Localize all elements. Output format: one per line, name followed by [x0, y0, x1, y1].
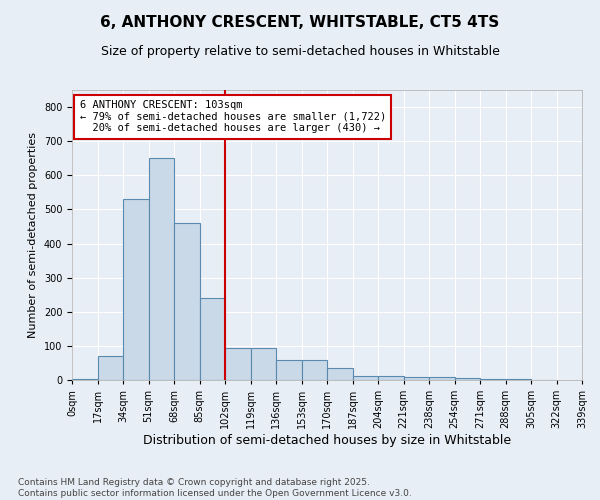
Bar [404, 376, 429, 380]
Bar [72, 379, 97, 380]
Text: Size of property relative to semi-detached houses in Whitstable: Size of property relative to semi-detach… [101, 45, 499, 58]
Bar [429, 378, 455, 380]
Bar [327, 368, 353, 380]
Text: Contains HM Land Registry data © Crown copyright and database right 2025.
Contai: Contains HM Land Registry data © Crown c… [18, 478, 412, 498]
Bar [480, 379, 505, 380]
Bar [455, 378, 480, 380]
Bar [251, 348, 276, 380]
Y-axis label: Number of semi-detached properties: Number of semi-detached properties [28, 132, 38, 338]
Bar [149, 158, 174, 380]
Bar [378, 376, 404, 380]
Text: 6, ANTHONY CRESCENT, WHITSTABLE, CT5 4TS: 6, ANTHONY CRESCENT, WHITSTABLE, CT5 4TS [100, 15, 500, 30]
Bar [353, 376, 378, 380]
X-axis label: Distribution of semi-detached houses by size in Whitstable: Distribution of semi-detached houses by … [143, 434, 511, 447]
Bar [276, 360, 302, 380]
Bar [123, 199, 149, 380]
Bar [174, 223, 199, 380]
Text: 6 ANTHONY CRESCENT: 103sqm
← 79% of semi-detached houses are smaller (1,722)
  2: 6 ANTHONY CRESCENT: 103sqm ← 79% of semi… [80, 100, 386, 134]
Bar [225, 348, 251, 380]
Bar [302, 360, 327, 380]
Bar [199, 298, 225, 380]
Bar [97, 356, 123, 380]
